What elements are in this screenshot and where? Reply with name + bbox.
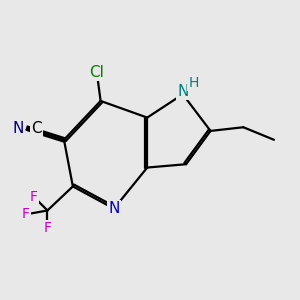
- Text: C: C: [31, 121, 42, 136]
- Text: F: F: [44, 221, 52, 235]
- Text: H: H: [188, 76, 199, 90]
- Text: N: N: [13, 121, 24, 136]
- Text: N: N: [177, 84, 188, 99]
- Text: F: F: [30, 190, 38, 204]
- Text: N: N: [108, 201, 120, 216]
- Text: Cl: Cl: [89, 64, 104, 80]
- Text: F: F: [22, 207, 30, 221]
